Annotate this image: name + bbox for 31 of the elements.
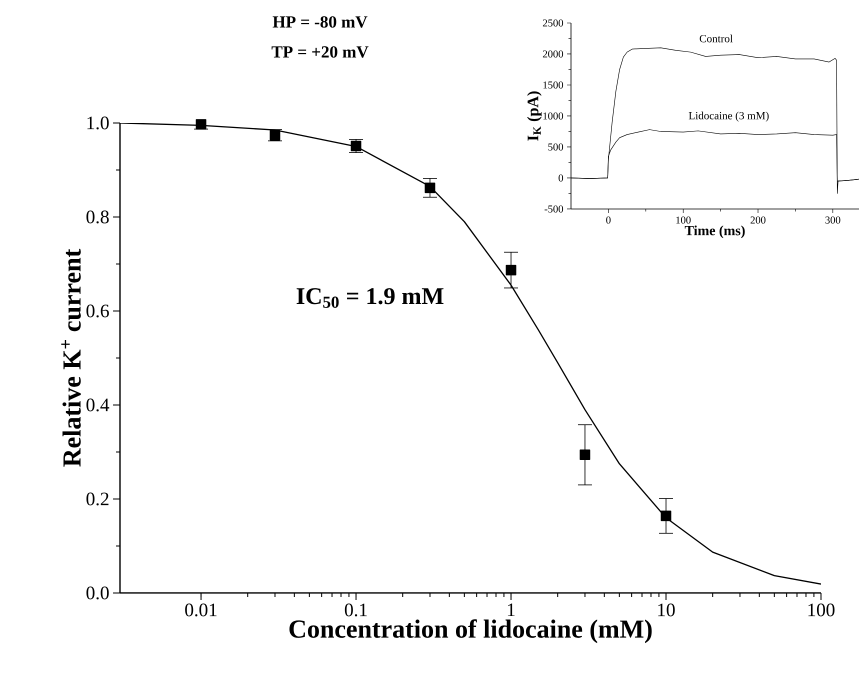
x-tick-label: 0.01	[185, 604, 217, 616]
y-tick-label: 0.0	[86, 586, 109, 600]
y-tick-label: 0.6	[86, 304, 109, 318]
x-tick-label: 300	[825, 216, 840, 224]
x-tick-label: 100	[808, 604, 835, 616]
series-label: Lidocaine (3 mM)	[688, 112, 769, 122]
y-tick-label: 0.4	[86, 398, 110, 412]
x-tick-label: 0.1	[344, 604, 367, 616]
y-tick-label: 1000	[543, 112, 564, 120]
text: HP = -80 mV	[272, 16, 368, 28]
x-tick-label: 1	[508, 604, 515, 616]
x-tick-label: 10	[658, 604, 675, 616]
y-tick-label: 0.2	[86, 492, 108, 506]
y-tick-label: 1500	[543, 81, 564, 89]
y-tick-label: -500	[544, 205, 564, 213]
y-axis-title: Relative K$^{+}$ current	[61, 248, 81, 467]
y-tick-label: 1.0	[87, 116, 109, 130]
y-tick-label: 2500	[542, 19, 564, 27]
y-axis-title: I$_{K}$ (pA)	[527, 91, 542, 141]
series-label: Control	[700, 34, 733, 42]
x-axis-title: Time (ms)	[684, 225, 745, 238]
x-tick-label: 200	[750, 216, 766, 224]
y-tick-label: 500	[548, 143, 564, 151]
y-tick-label: 0	[558, 174, 564, 182]
y-tick-label: 2000	[542, 50, 564, 58]
x-tick-label: 100	[676, 216, 691, 224]
annotation: IC$_{50}$ = 1.9 mM	[296, 288, 444, 308]
text: TP = +20 mV	[272, 46, 368, 58]
x-tick-label: 0	[606, 216, 611, 224]
y-tick-label: 0.8	[86, 210, 109, 224]
x-axis-title: Concentration of lidocaine (mM)	[289, 619, 652, 644]
